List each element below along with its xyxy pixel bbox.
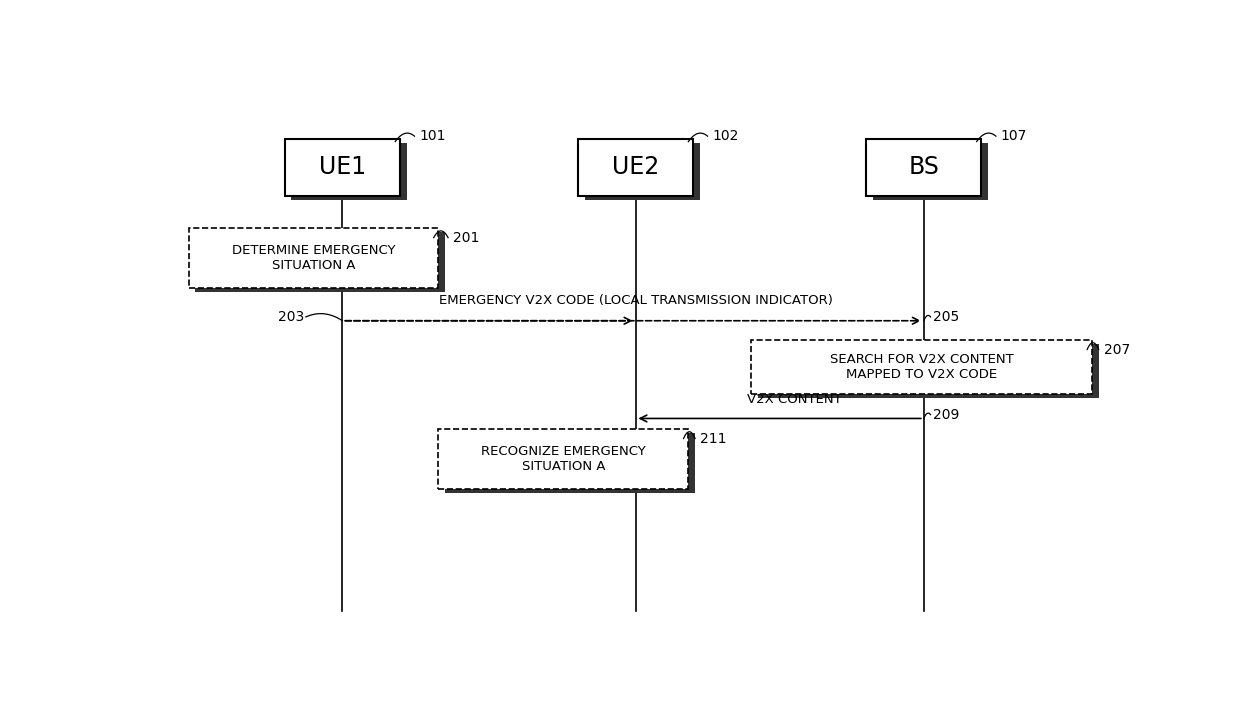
Bar	[758, 343, 1099, 398]
Text: 107: 107	[1001, 129, 1027, 143]
Text: 101: 101	[419, 129, 445, 143]
Text: 211: 211	[699, 431, 727, 446]
Text: UE2: UE2	[611, 155, 660, 179]
Bar	[445, 433, 696, 493]
Text: SEARCH FOR V2X CONTENT
MAPPED TO V2X CODE: SEARCH FOR V2X CONTENT MAPPED TO V2X COD…	[830, 353, 1013, 381]
Bar	[751, 340, 1092, 394]
Text: DETERMINE EMERGENCY
SITUATION A: DETERMINE EMERGENCY SITUATION A	[232, 245, 396, 272]
Bar	[866, 139, 982, 196]
Text: 102: 102	[713, 129, 739, 143]
Bar	[285, 139, 401, 196]
Bar	[873, 142, 988, 200]
Text: 209: 209	[934, 407, 960, 422]
Text: 201: 201	[453, 231, 480, 245]
Bar	[439, 429, 688, 489]
Bar	[584, 142, 699, 200]
Bar	[578, 139, 693, 196]
Text: 205: 205	[934, 310, 960, 324]
Text: BS: BS	[909, 155, 939, 179]
Bar	[291, 142, 407, 200]
Bar	[188, 228, 439, 288]
Text: 203: 203	[278, 310, 304, 324]
Text: V2X CONTENT: V2X CONTENT	[746, 393, 842, 406]
Text: EMERGENCY V2X CODE (LOCAL TRANSMISSION INDICATOR): EMERGENCY V2X CODE (LOCAL TRANSMISSION I…	[439, 294, 832, 307]
Text: 207: 207	[1104, 343, 1130, 357]
Bar	[196, 232, 445, 292]
Text: RECOGNIZE EMERGENCY
SITUATION A: RECOGNIZE EMERGENCY SITUATION A	[481, 445, 646, 473]
Text: UE1: UE1	[319, 155, 366, 179]
